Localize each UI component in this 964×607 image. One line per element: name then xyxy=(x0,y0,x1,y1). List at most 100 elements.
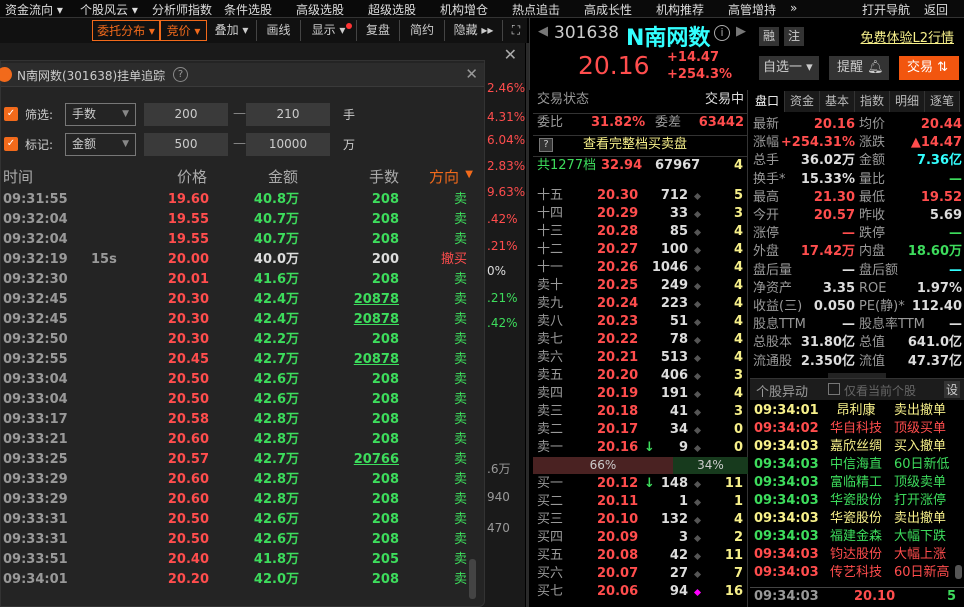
quote-label: 涨跌 xyxy=(859,135,886,151)
event-row[interactable]: 09:34:03 传艺科技 60日新高 xyxy=(750,564,950,582)
expand-icon[interactable]: ⛶ xyxy=(511,23,521,37)
menu-item[interactable]: 打开导航 xyxy=(862,3,911,17)
toolbar-button[interactable]: 画线 xyxy=(257,20,301,41)
close-icon[interactable]: ✕ xyxy=(465,65,478,83)
event-stock: 昂利康 xyxy=(836,403,876,418)
menu-item[interactable]: 返回 xyxy=(924,3,949,17)
menu-item[interactable]: 超级选股 xyxy=(368,3,417,17)
quote-label: PE(静)* xyxy=(859,299,905,314)
quote-tab[interactable]: 盘口 xyxy=(750,91,785,112)
current-only-checkbox[interactable] xyxy=(828,383,840,395)
quote-tab[interactable]: 逐笔 xyxy=(925,91,960,112)
settings-button[interactable]: 设 xyxy=(943,381,960,398)
quote-value: 47.37亿 xyxy=(907,353,962,369)
filter-label: 筛选: xyxy=(25,108,54,122)
col-price[interactable]: 价格 xyxy=(176,168,207,186)
quote-label: ROE xyxy=(859,280,887,296)
splitter-handle[interactable] xyxy=(526,43,529,607)
toolbar-button[interactable]: 显示 ▾ xyxy=(301,20,357,41)
order-marker-icon xyxy=(693,480,702,489)
toolbar-button[interactable]: 简约 xyxy=(400,20,445,41)
menu-item[interactable]: 资金流向 ▾ xyxy=(5,3,63,17)
quote-value: 20.57 xyxy=(813,208,855,223)
col-amount[interactable]: 金额 xyxy=(267,168,298,186)
menu-item[interactable]: 高级选股 xyxy=(296,3,345,17)
table-row: 09:33:31 20.50 42.6万 208 卖 xyxy=(1,530,471,550)
table-row: 09:33:04 20.50 42.6万 208 卖 xyxy=(1,370,471,390)
trade-direction: 卖 xyxy=(453,392,467,407)
toolbar-button[interactable]: 委托分布 ▾ xyxy=(92,20,160,41)
background-pct: .42% xyxy=(487,316,518,330)
order-marker-icon xyxy=(693,426,702,435)
event-row[interactable]: 09:34:03 华瓷股份 卖出撤单 xyxy=(750,510,950,528)
quote-tab[interactable]: 资金 xyxy=(785,91,820,112)
quote-tab[interactable]: 基本 xyxy=(820,91,855,112)
quote-label: 股息TTM xyxy=(753,317,806,333)
full-depth-row[interactable]: ? 查看完整档买卖盘 xyxy=(533,135,748,153)
toolbar-button[interactable]: 叠加 ▾ xyxy=(207,20,257,41)
event-row[interactable]: 09:34:01 昂利康 卖出撤单 xyxy=(750,402,950,420)
trade-lots: 208 xyxy=(371,472,399,487)
col-direction[interactable]: 方向 xyxy=(428,168,459,186)
event-type: 顶级买单 xyxy=(894,421,947,436)
note-tag[interactable]: 注 xyxy=(784,27,804,46)
l2-trial-link[interactable]: 免费体验L2行情 xyxy=(860,31,954,46)
help-icon[interactable]: ? xyxy=(173,67,188,82)
mark-max-input[interactable]: 10000 xyxy=(246,133,330,156)
quote-row: 总手 36.02万 金额 7.36亿 xyxy=(750,152,964,170)
status-value: 交易中 xyxy=(704,92,744,107)
events-scrollbar[interactable] xyxy=(955,405,962,585)
menu-item[interactable]: 高管增持 xyxy=(728,3,777,17)
menu-item[interactable]: 个股风云 ▾ xyxy=(80,3,138,17)
menu-item[interactable]: 条件选股 xyxy=(224,3,273,17)
margin-tag[interactable]: 融 xyxy=(759,27,779,46)
level-label: 卖八 xyxy=(537,314,564,329)
trade-price: 20.01 xyxy=(167,272,209,287)
table-row: 09:32:45 20.30 42.4万 20878 卖 xyxy=(1,290,471,310)
filter-checkbox[interactable]: ✓ xyxy=(4,107,18,121)
col-lots[interactable]: 手数 xyxy=(368,168,399,186)
collapse-handle[interactable] xyxy=(828,373,886,379)
notification-dot xyxy=(346,23,352,29)
trade-time: 09:33:31 xyxy=(3,532,68,547)
menu-item[interactable]: 分析师指数 xyxy=(152,3,213,17)
mark-type-select[interactable]: 金额 ▼ xyxy=(65,133,136,156)
event-row[interactable]: 09:34:03 中信海直 60日新低 xyxy=(750,456,950,474)
toolbar-button[interactable]: 复盘 xyxy=(357,20,400,41)
toolbar-button[interactable]: 隐藏 ▸▸ xyxy=(445,20,503,41)
menu-item[interactable]: 高成长性 xyxy=(584,3,633,17)
trade-price: 20.45 xyxy=(167,352,209,367)
next-stock-icon[interactable]: ▶ xyxy=(736,24,746,39)
prev-stock-icon[interactable]: ◀ xyxy=(538,24,548,39)
event-row[interactable]: 09:34:03 福建金森 大幅下跌 xyxy=(750,528,950,546)
filter-type-select[interactable]: 手数 ▼ xyxy=(65,103,136,126)
event-row[interactable]: 09:34:03 华瓷股份 打开涨停 xyxy=(750,492,950,510)
event-row[interactable]: 09:34:02 华自科技 顶级买单 xyxy=(750,420,950,438)
menu-item[interactable]: » xyxy=(790,1,798,15)
info-icon[interactable]: i xyxy=(714,25,730,41)
menu-item[interactable]: 热点追击 xyxy=(512,3,561,17)
close-icon[interactable]: ✕ xyxy=(503,45,517,64)
full-depth-link[interactable]: 查看完整档买卖盘 xyxy=(583,137,688,152)
event-row[interactable]: 09:34:03 钧达股份 大幅上涨 xyxy=(750,546,950,564)
filter-max-input[interactable]: 210 xyxy=(246,103,330,126)
quote-tab[interactable]: 明细 xyxy=(890,91,925,112)
event-row[interactable]: 09:34:03 富临精工 顶级卖单 xyxy=(750,474,950,492)
event-type: 卖出撤单 xyxy=(894,511,947,526)
event-row[interactable]: 09:34:03 嘉欣丝绸 买入撤单 xyxy=(750,438,950,456)
background-pct: 4.31% xyxy=(487,110,526,124)
menu-item[interactable]: 机构推荐 xyxy=(656,3,705,17)
filter-min-input[interactable]: 200 xyxy=(144,103,228,126)
watchlist-button[interactable]: 自选一 ▾ xyxy=(759,56,819,80)
help-icon[interactable]: ? xyxy=(539,138,553,152)
menu-item[interactable]: 机构增仓 xyxy=(440,3,489,17)
alert-button[interactable]: 提醒 🔔︎ xyxy=(829,56,889,80)
quote-tab[interactable]: 指数 xyxy=(855,91,890,112)
mark-min-input[interactable]: 500 xyxy=(144,133,228,156)
toolbar-button[interactable]: 竞价 ▾ xyxy=(160,20,207,41)
col-time[interactable]: 时间 xyxy=(3,168,34,186)
scrollbar-thumb[interactable] xyxy=(469,559,476,599)
level-price: 20.17 xyxy=(597,422,639,437)
mark-checkbox[interactable]: ✓ xyxy=(4,137,18,151)
trade-button[interactable]: 交易 ⇅ xyxy=(899,56,959,80)
